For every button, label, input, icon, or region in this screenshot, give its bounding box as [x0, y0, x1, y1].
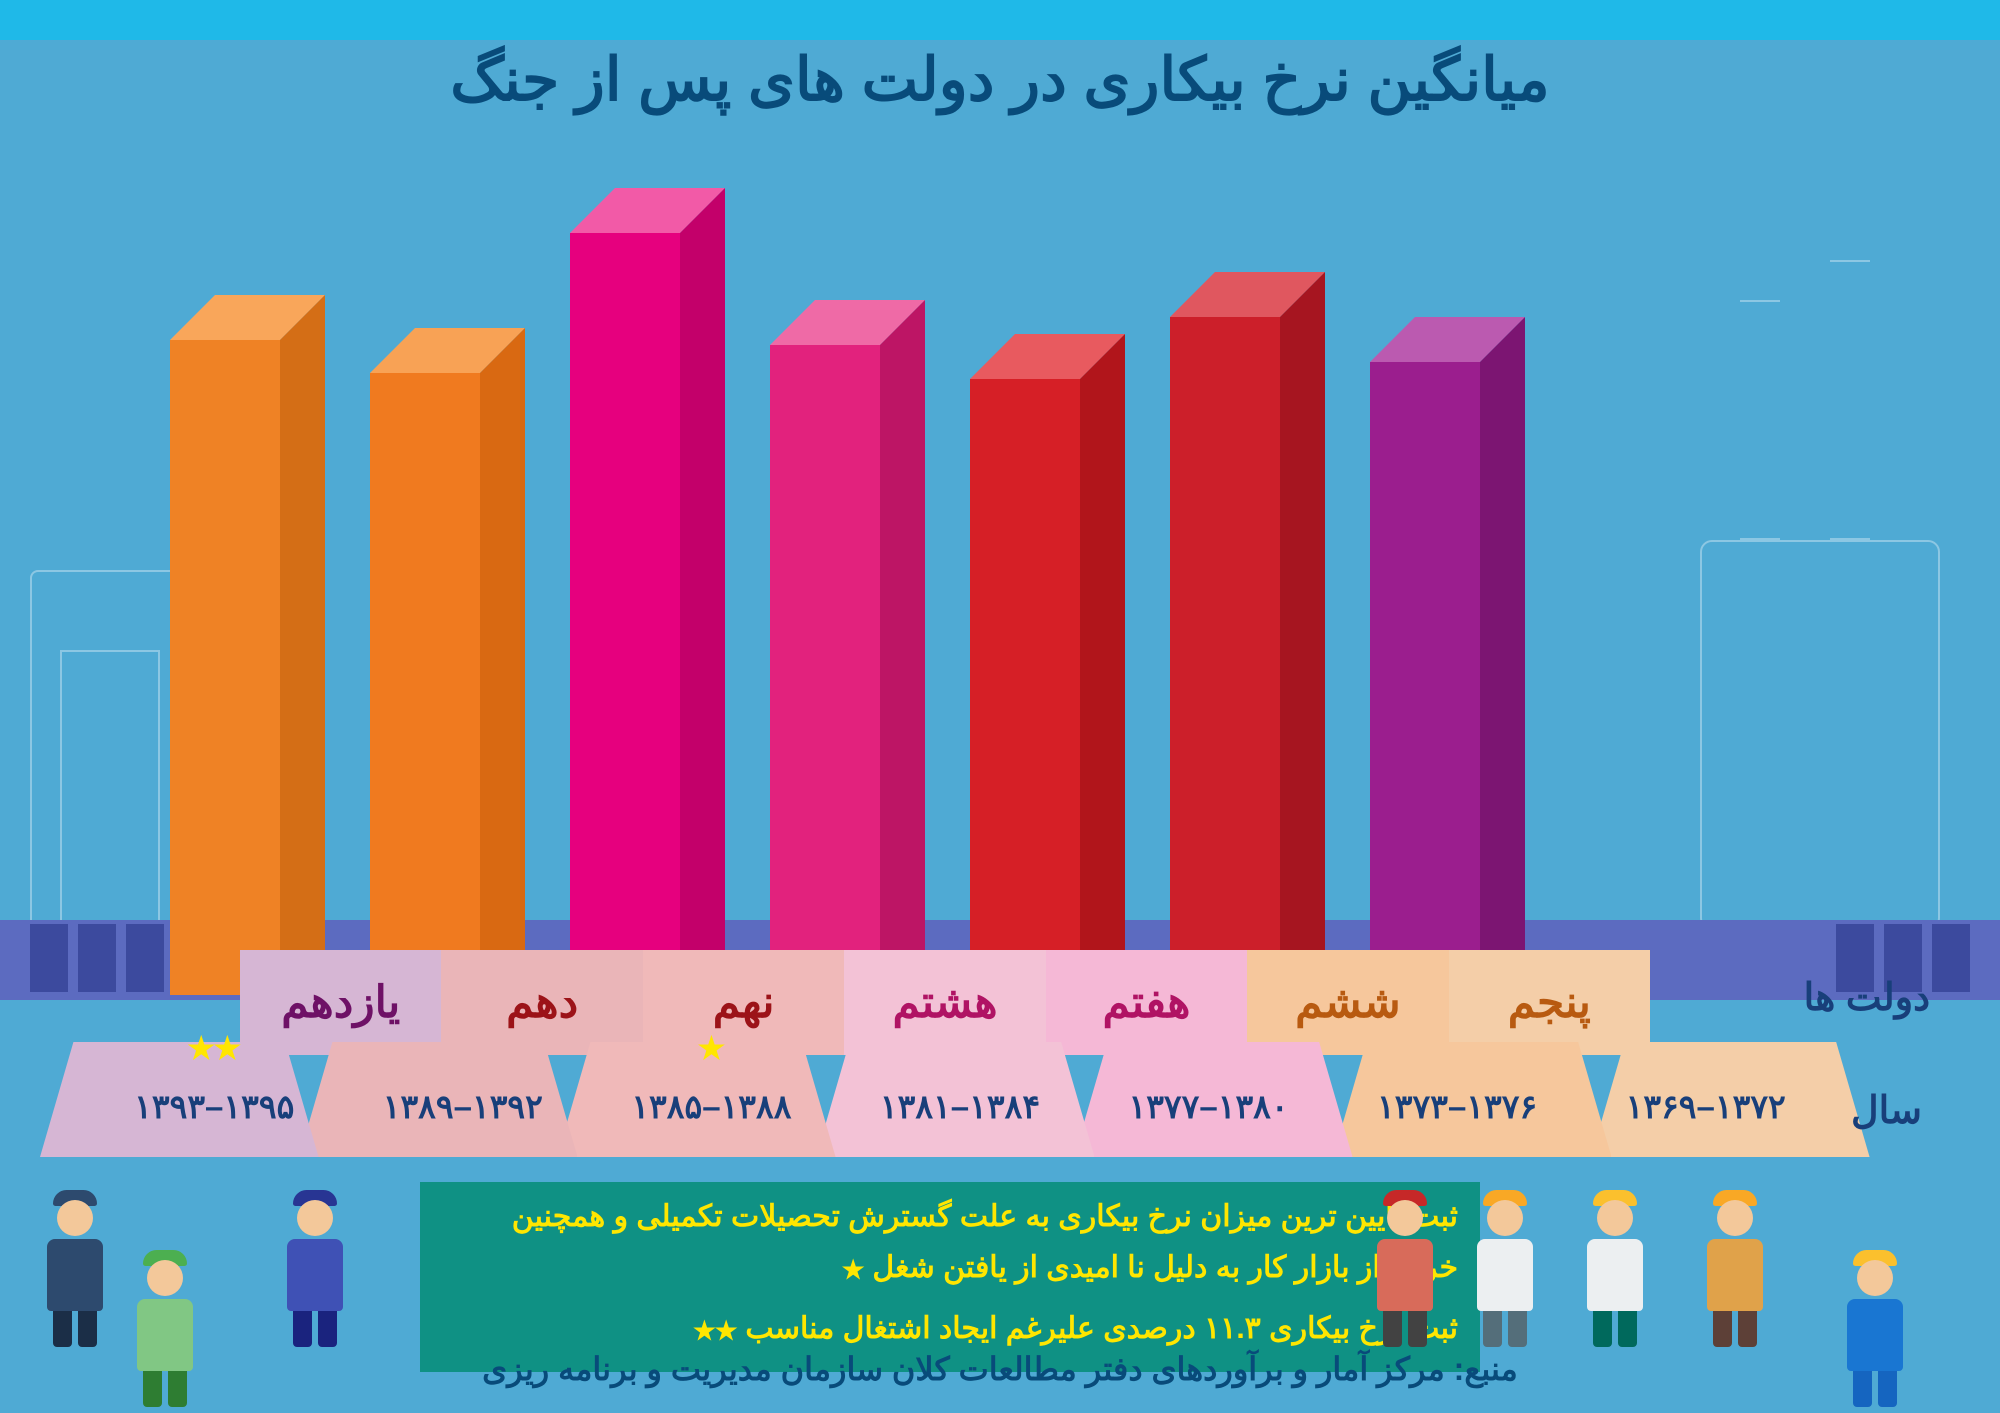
gov-label-g6: ششم: [1247, 950, 1448, 1055]
footnote-2-marker: ٭٭: [693, 1308, 737, 1352]
year-label-g6: ۱۳۷۳–۱۳۷۶: [1333, 1055, 1582, 1157]
header-bar: [0, 0, 2000, 40]
bar-chart: ۱۱/۷ ٪۱۱/۱ ٪۱۳/۶ ٪۱۱/۶ ٪۱۱ ٪۱۲/۱ ٪۱۱/۳ ٪: [110, 165, 1890, 995]
worker-figure: [1370, 1190, 1440, 1340]
axis-label-year: سال: [1851, 1088, 1922, 1133]
worker-figure: [1580, 1190, 1650, 1340]
government-row: پنجمششمهفتمهشتمنهمدهمیازدهم: [240, 950, 1650, 1055]
year-label-g10: ۱۳۸۹–۱۳۹۲: [339, 1055, 588, 1157]
footnote-1-marker: ٭: [842, 1247, 864, 1291]
worker-figure: [1700, 1190, 1770, 1340]
year-label-g9: ۱۳۸۵–۱۳۸۸٭: [587, 1055, 836, 1157]
year-label-g7: ۱۳۷۷–۱۳۸۰: [1084, 1055, 1333, 1157]
gov-label-g9: نهم: [643, 950, 844, 1055]
axis-label-governments: دولت ها: [1804, 975, 1930, 1020]
gov-label-g10: دهم: [441, 950, 642, 1055]
year-label-g5: ۱۳۶۹–۱۳۷۲: [1581, 1055, 1830, 1157]
worker-figure: [1470, 1190, 1540, 1340]
worker-figure: [130, 1250, 200, 1400]
worker-figure: [40, 1190, 110, 1340]
note-marker-icon: ٭: [698, 1019, 724, 1075]
gov-label-g11: یازدهم: [240, 950, 441, 1055]
year-label-g11: ۱۳۹۳–۱۳۹۵٭٭: [90, 1055, 339, 1157]
year-row: ۱۳۶۹–۱۳۷۲۱۳۷۳–۱۳۷۶۱۳۷۷–۱۳۸۰۱۳۸۱–۱۳۸۴۱۳۸۵…: [90, 1055, 1830, 1157]
gov-label-g7: هفتم: [1046, 950, 1247, 1055]
gov-label-g5: پنجم: [1449, 950, 1650, 1055]
gov-label-g8: هشتم: [844, 950, 1045, 1055]
note-marker-icon: ٭٭: [188, 1019, 240, 1075]
worker-figure: [1840, 1250, 1910, 1400]
footnote-1-text: ثبت پایین ترین میزان نرخ بیکاری به علت گ…: [512, 1200, 1458, 1284]
year-label-g8: ۱۳۸۱–۱۳۸۴: [836, 1055, 1085, 1157]
source-text: منبع: مرکز آمار و برآوردهای دفتر مطالعات…: [0, 1350, 2000, 1388]
worker-figure: [280, 1190, 350, 1340]
footnote-2-text: ثبت نرخ بیکاری ۱۱.۳ درصدی علیرغم ایجاد ا…: [745, 1312, 1458, 1345]
page-title: میانگین نرخ بیکاری در دولت های پس از جنگ: [0, 45, 2000, 115]
